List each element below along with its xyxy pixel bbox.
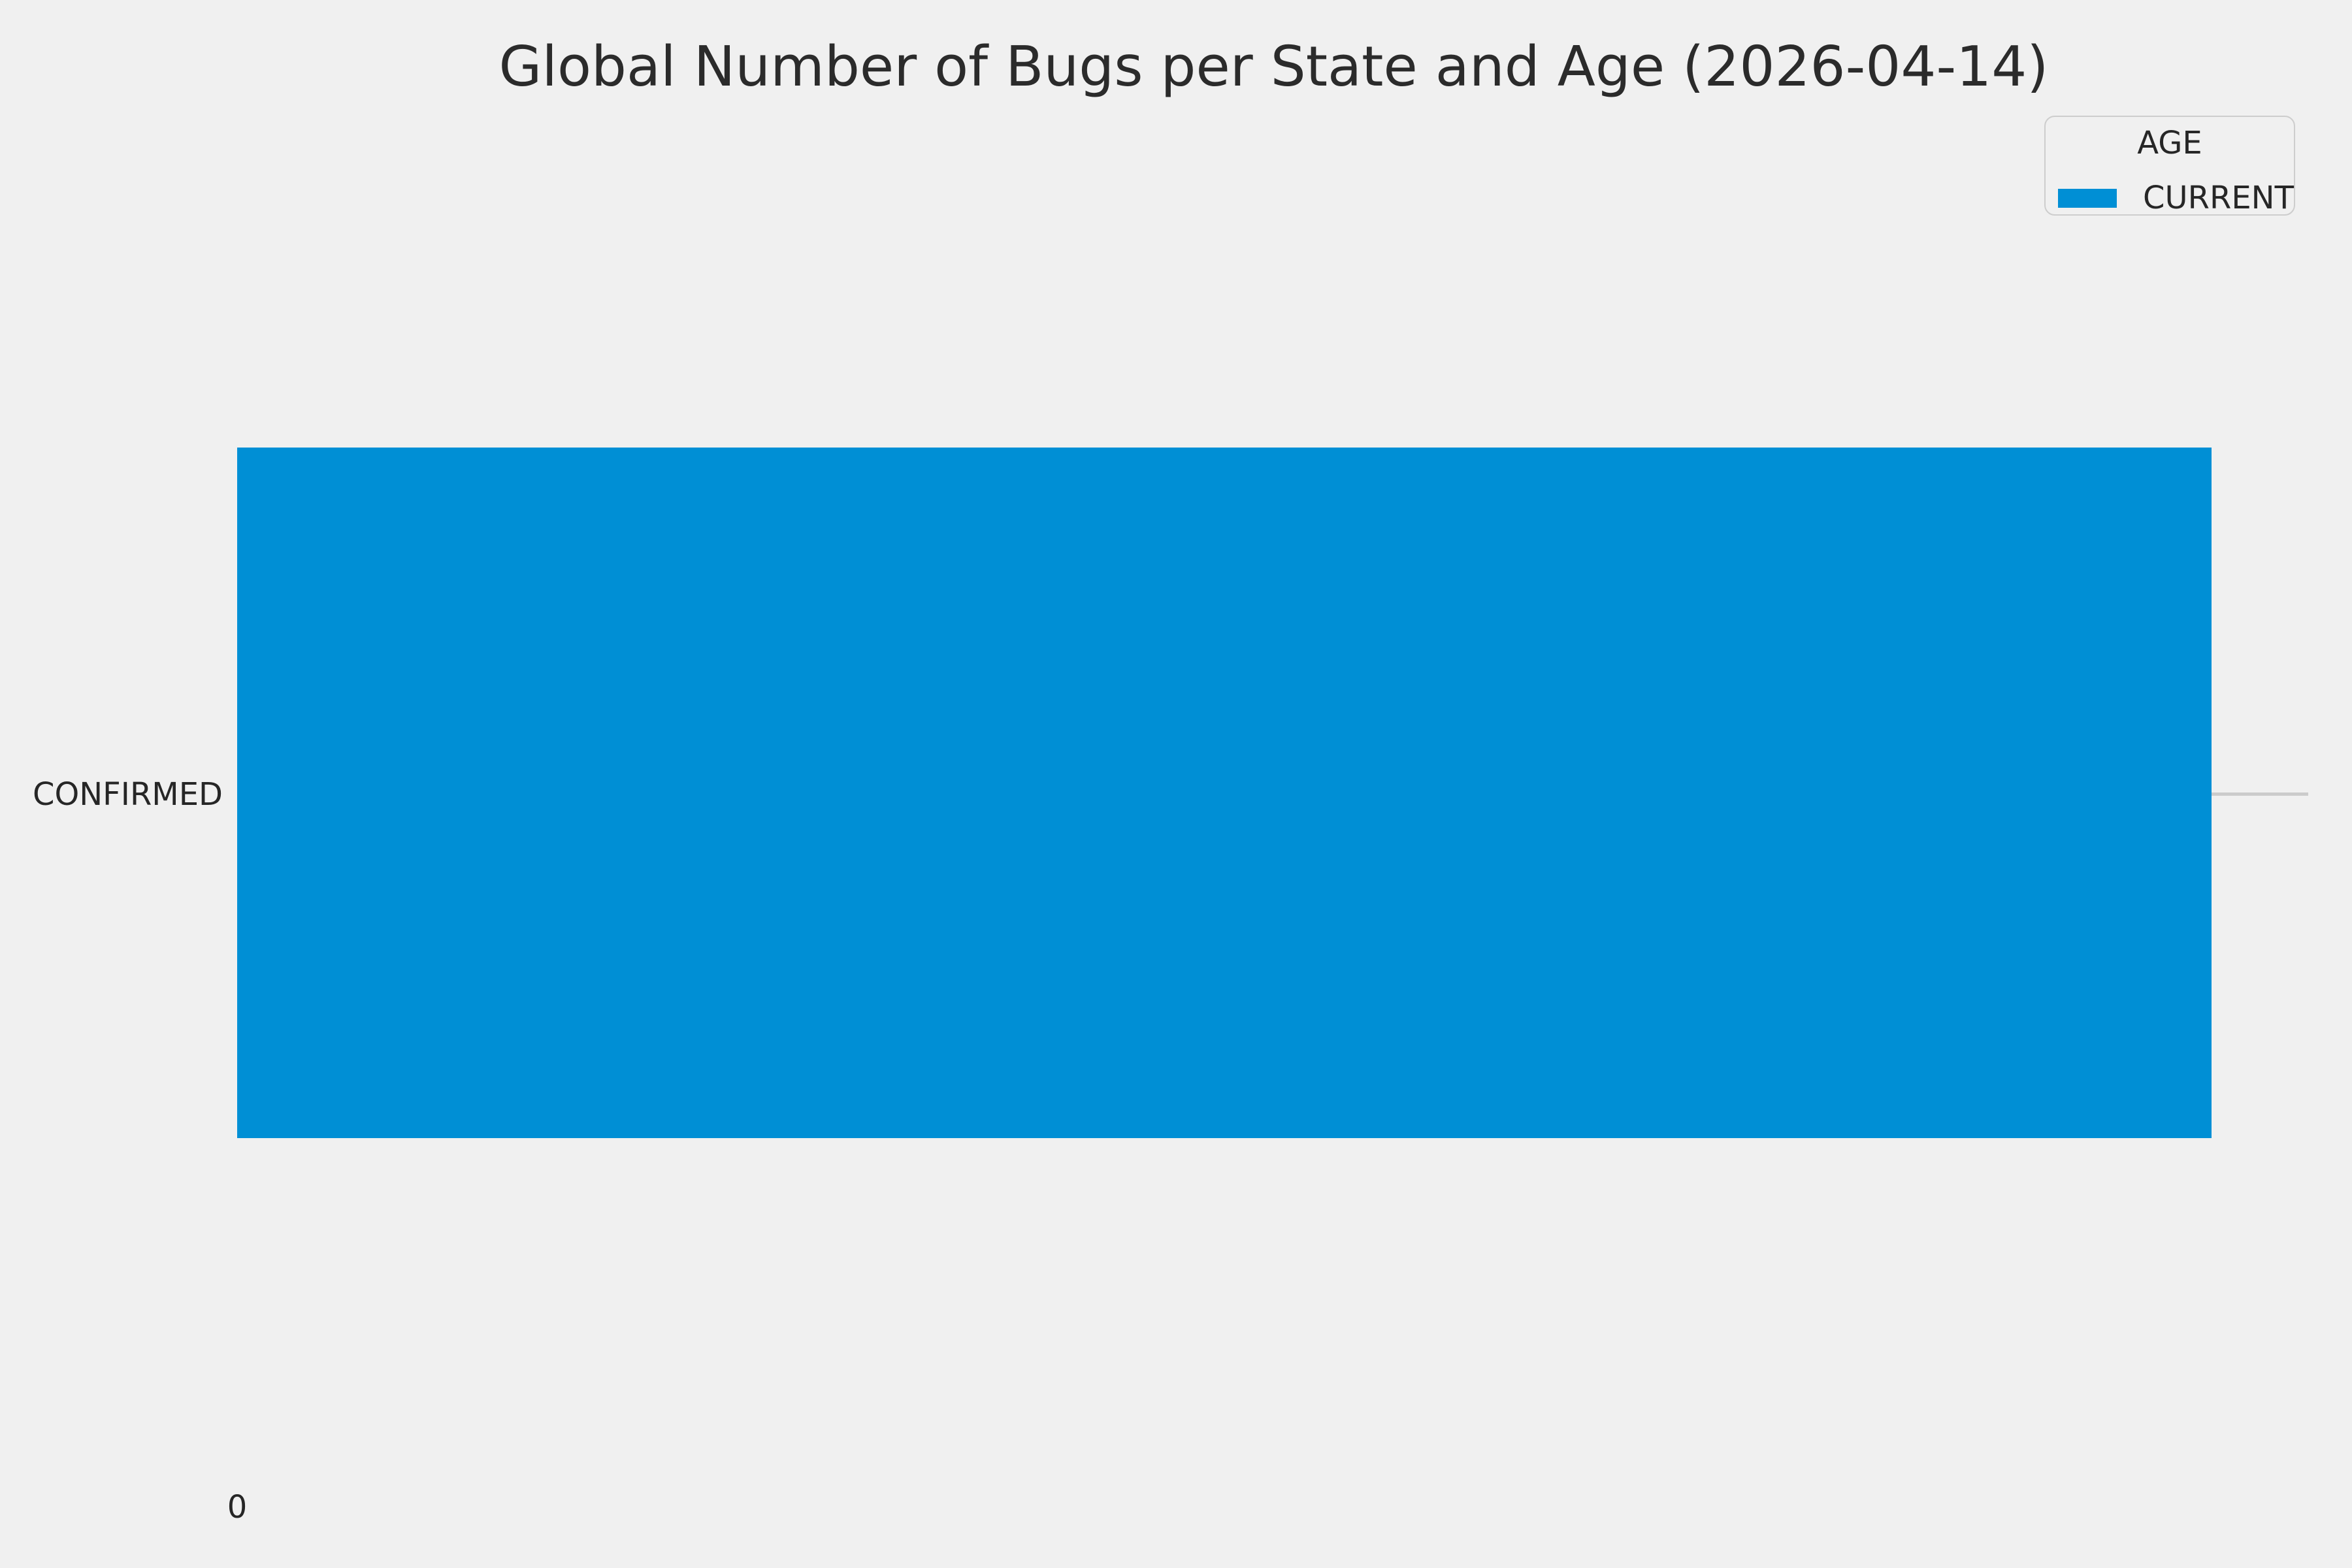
x-tick-label-zero: 0 (227, 1489, 248, 1526)
y-tick-label-confirmed: CONFIRMED (32, 776, 223, 813)
legend: AGE CURRENT (2044, 116, 2295, 216)
legend-item-current: CURRENT (2046, 180, 2294, 216)
chart-title: Global Number of Bugs per State and Age … (498, 35, 2049, 99)
legend-color-swatch-icon (2058, 188, 2117, 208)
bar-confirmed-current (237, 448, 2212, 1138)
legend-title: AGE (2137, 125, 2202, 161)
legend-item-label: CURRENT (2143, 180, 2294, 216)
category-gridline (2212, 792, 2308, 796)
